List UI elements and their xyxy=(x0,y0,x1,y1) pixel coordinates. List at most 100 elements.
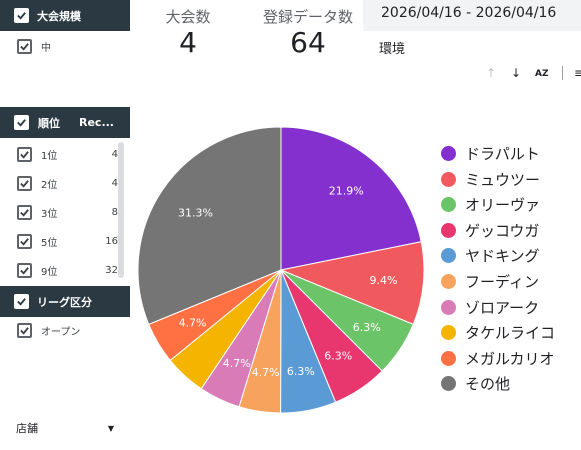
check-icon xyxy=(20,42,29,51)
legend-item[interactable]: フーディン xyxy=(441,271,539,292)
rank-option-label: 9位 xyxy=(41,266,58,278)
slice-data-label: 6.3% xyxy=(287,365,315,378)
rank-option-count: 4 xyxy=(111,177,118,189)
league-filter-header[interactable]: リーグ区分 xyxy=(0,286,130,317)
slice-data-label: 4.7% xyxy=(179,317,207,330)
check-icon xyxy=(20,179,29,188)
rank-option-label: 5位 xyxy=(41,237,58,249)
date-range-text: 2026/04/16 - 2026/04/16 xyxy=(381,5,557,21)
rank-option-count: 4 xyxy=(111,148,118,160)
legend-label: ミュウツー xyxy=(465,170,541,189)
slice-data-label: 9.4% xyxy=(370,274,398,287)
check-icon xyxy=(20,237,29,246)
slice-data-label: 6.3% xyxy=(324,350,352,363)
check-icon xyxy=(17,12,26,20)
sort-ascending-icon[interactable]: ↑ xyxy=(486,66,497,80)
slice-data-label: 31.3% xyxy=(178,207,213,220)
rank-option[interactable]: 5位 16 xyxy=(0,230,130,252)
legend-swatch xyxy=(441,222,456,238)
scale-option-label: 中 xyxy=(41,42,51,54)
rank-option-checkbox[interactable] xyxy=(17,146,32,162)
store-dropdown-label: 店舗 xyxy=(16,422,38,435)
legend-item[interactable]: タケルライコ xyxy=(441,322,555,343)
legend-swatch xyxy=(441,171,456,187)
scale-filter-title: 大会規模 xyxy=(37,9,81,23)
scale-filter-header[interactable]: 大会規模 xyxy=(0,0,130,31)
slice-data-label: 6.3% xyxy=(353,321,381,334)
legend-label: ドラパルト xyxy=(465,145,540,163)
scale-select-all-checkbox[interactable] xyxy=(14,8,29,23)
toolbar-divider xyxy=(562,66,563,80)
check-icon xyxy=(20,266,29,275)
legend-swatch xyxy=(441,146,456,161)
rank-option-label: 3位 xyxy=(41,208,58,220)
environment-label: 環境 xyxy=(379,42,406,57)
legend-item[interactable]: メガルカリオ xyxy=(441,348,555,369)
legend-item[interactable]: ヤドキング xyxy=(441,245,540,266)
legend-label: メガルカリオ xyxy=(465,349,555,368)
check-icon xyxy=(17,119,26,127)
rank-filter-header[interactable]: 順位 Rec... xyxy=(0,107,130,138)
league-filter-title: リーグ区分 xyxy=(37,295,92,309)
rank-option-count: 8 xyxy=(111,206,118,218)
legend-swatch xyxy=(441,299,456,315)
legend-item[interactable]: ミュウツー xyxy=(441,169,540,190)
rank-option-count: 16 xyxy=(105,235,118,247)
filter-icon[interactable]: ≡ xyxy=(574,66,581,80)
rank-option-label: 1位 xyxy=(41,150,58,162)
rank-option-count: 32 xyxy=(105,264,118,276)
legend-item[interactable]: ゾロアーク xyxy=(441,297,539,318)
legend-label: ゲッコウガ xyxy=(465,221,540,240)
rank-select-all-checkbox[interactable] xyxy=(14,115,29,130)
slice-data-label: 4.7% xyxy=(252,366,280,379)
slice-data-label: 21.9% xyxy=(329,184,364,197)
rank-option[interactable]: 2位 4 xyxy=(0,172,130,194)
legend-item[interactable]: ドラパルト xyxy=(441,143,540,164)
league-option[interactable]: オープン xyxy=(0,320,130,340)
rank-option[interactable]: 9位 32 xyxy=(0,259,130,281)
date-range-picker[interactable]: 2026/04/16 - 2026/04/16 xyxy=(363,0,581,31)
caret-down-icon: ▼ xyxy=(107,423,114,433)
rank-option-label: 2位 xyxy=(41,179,58,191)
sort-az-icon[interactable]: AZ xyxy=(535,69,549,79)
legend-label: その他 xyxy=(465,375,511,394)
legend-swatch xyxy=(441,197,456,213)
legend-label: ヤドキング xyxy=(465,247,540,266)
rank-option-checkbox[interactable] xyxy=(17,233,32,249)
pie-slice[interactable] xyxy=(280,126,422,271)
rank-list-scrollbar[interactable] xyxy=(118,142,124,278)
sort-descending-icon[interactable]: ↓ xyxy=(511,66,522,80)
legend-item[interactable]: オリーヴァ xyxy=(441,194,540,215)
legend-item[interactable]: その他 xyxy=(441,373,510,394)
rank-option-checkbox[interactable] xyxy=(17,204,32,220)
legend-label: ゾロアーク xyxy=(465,298,540,317)
legend-swatch xyxy=(441,274,456,289)
check-icon xyxy=(20,150,29,159)
legend-swatch xyxy=(441,376,456,392)
scale-option-checkbox[interactable] xyxy=(17,38,32,54)
slice-data-label: 4.7% xyxy=(223,357,251,370)
tournament-count-label: 大会数 xyxy=(165,8,211,26)
rank-option-checkbox[interactable] xyxy=(17,262,32,278)
scale-option[interactable]: 中 xyxy=(0,36,130,56)
rank-option[interactable]: 1位 4 xyxy=(0,143,130,165)
legend-swatch xyxy=(441,248,456,264)
rank-option-checkbox[interactable] xyxy=(17,175,32,191)
legend-swatch xyxy=(441,350,456,366)
legend-label: フーディン xyxy=(465,273,539,291)
store-dropdown[interactable]: 店舗 ▼ xyxy=(16,420,114,436)
league-option-checkbox[interactable] xyxy=(17,322,32,338)
record-count-value: 64 xyxy=(290,26,326,59)
legend-label: タケルライコ xyxy=(465,324,556,343)
legend-label: オリーヴァ xyxy=(465,196,541,215)
pie-slice[interactable] xyxy=(137,126,282,326)
rank-option[interactable]: 3位 8 xyxy=(0,201,130,223)
rank-filter-title: 順位 xyxy=(38,116,60,130)
check-icon xyxy=(17,298,26,306)
tournament-count-value: 4 xyxy=(179,26,197,59)
legend-swatch xyxy=(441,325,456,341)
league-select-all-checkbox[interactable] xyxy=(14,294,29,309)
pie-slice[interactable] xyxy=(279,241,425,326)
legend-item[interactable]: ゲッコウガ xyxy=(441,220,539,241)
